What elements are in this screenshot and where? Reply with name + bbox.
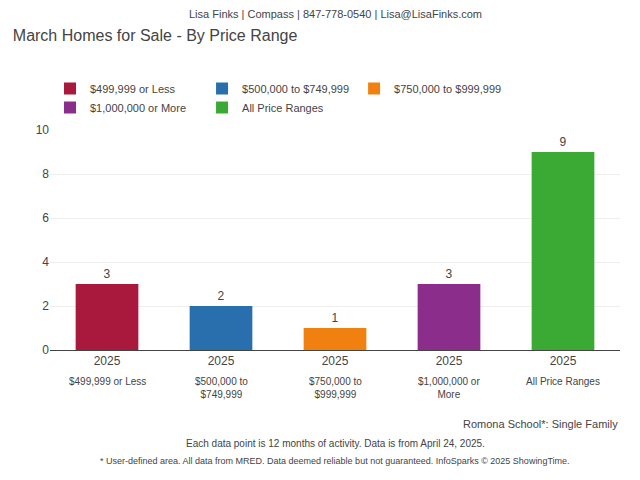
svg-text:$500,000 to$749,999: $500,000 to$749,999 (195, 376, 248, 400)
svg-text:All Price Ranges: All Price Ranges (242, 102, 324, 114)
svg-text:6: 6 (42, 211, 49, 225)
svg-text:1: 1 (332, 311, 339, 325)
svg-text:9: 9 (560, 135, 567, 149)
svg-text:$750,000 to $999,999: $750,000 to $999,999 (394, 83, 501, 95)
svg-text:$500,000 to $749,999: $500,000 to $749,999 (242, 83, 349, 95)
svg-text:All Price Ranges: All Price Ranges (526, 376, 600, 387)
svg-text:$499,999 or Less: $499,999 or Less (69, 376, 146, 387)
svg-text:$750,000 to$999,999: $750,000 to$999,999 (309, 376, 362, 400)
svg-text:2: 2 (42, 299, 49, 313)
svg-text:2025: 2025 (94, 354, 121, 368)
svg-text:2025: 2025 (436, 354, 463, 368)
svg-text:Lisa Finks | Compass | 847-778: Lisa Finks | Compass | 847-778-0540 | Li… (189, 8, 482, 20)
svg-text:$1,000,000 or More: $1,000,000 or More (90, 102, 186, 114)
svg-text:2: 2 (218, 289, 225, 303)
svg-text:0: 0 (42, 343, 49, 357)
svg-text:8: 8 (42, 167, 49, 181)
svg-text:$1,000,000 orMore: $1,000,000 orMore (418, 376, 480, 400)
svg-text:3: 3 (446, 267, 453, 281)
svg-text:2025: 2025 (208, 354, 235, 368)
svg-text:Romona School*: Single Family: Romona School*: Single Family (463, 418, 618, 430)
svg-text:March Homes for Sale - By Pric: March Homes for Sale - By Price Range (13, 27, 298, 44)
svg-text:Each data point is 12 months o: Each data point is 12 months of activity… (186, 438, 485, 449)
svg-text:3: 3 (104, 267, 111, 281)
svg-text:$499,999 or Less: $499,999 or Less (90, 83, 176, 95)
svg-text:4: 4 (42, 255, 49, 269)
svg-text:2025: 2025 (322, 354, 349, 368)
svg-text:10: 10 (36, 123, 50, 137)
svg-text:2025: 2025 (550, 354, 577, 368)
svg-text:* User-defined area. All data: * User-defined area. All data from MRED.… (100, 456, 570, 466)
